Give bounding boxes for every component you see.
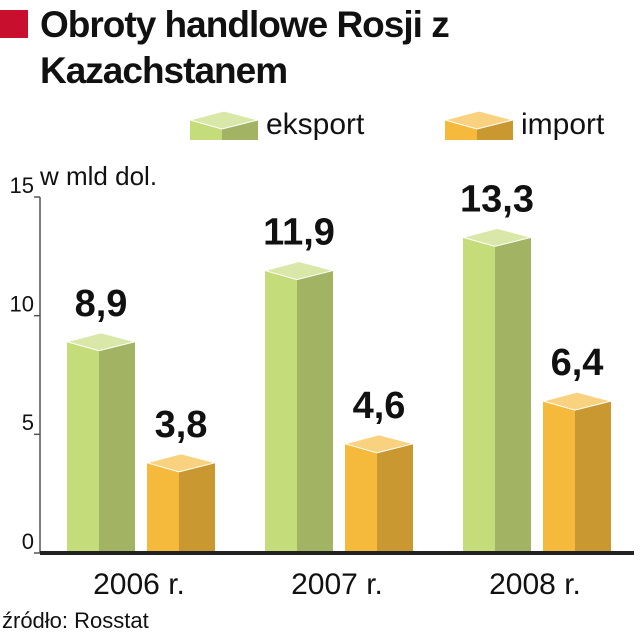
y-tick-label: 0: [22, 529, 34, 554]
bar: [265, 270, 297, 553]
legend-swatch-top: [443, 110, 514, 130]
bar-top: [65, 332, 136, 352]
bar-side: [495, 237, 531, 553]
x-tick-label: 2006 r.: [93, 568, 185, 601]
bar-side: [99, 341, 135, 553]
bar: [543, 401, 575, 553]
bar-side: [377, 443, 413, 553]
title-marker: [0, 10, 28, 38]
bar: [147, 462, 179, 553]
bar: [463, 237, 495, 553]
bar-top: [263, 261, 334, 281]
bar-top: [541, 391, 612, 411]
y-axis-label: w mld dol.: [39, 161, 157, 191]
bar: [345, 443, 377, 553]
value-label: 8,9: [75, 283, 128, 325]
value-label: 13,3: [460, 178, 534, 220]
value-label: 3,8: [155, 404, 208, 446]
value-label: 11,9: [263, 212, 335, 254]
bar-side: [575, 401, 611, 553]
bar: [67, 341, 99, 553]
chart-title: Obroty handlowe Rosji z Kazachstanem: [40, 4, 450, 91]
bar-side: [297, 270, 333, 553]
y-tick-label: 15: [10, 173, 34, 198]
bar-top: [343, 434, 414, 454]
bar-top: [145, 453, 216, 473]
legend-label: import: [521, 108, 605, 141]
bar-side: [179, 462, 215, 553]
legend-label: eksport: [266, 108, 365, 141]
value-label: 4,6: [353, 385, 406, 427]
bar-top: [461, 227, 532, 247]
y-tick-label: 5: [22, 410, 34, 435]
value-label: 6,4: [551, 342, 604, 384]
x-tick-label: 2008 r.: [489, 568, 581, 601]
x-tick-label: 2007 r.: [291, 568, 383, 601]
y-tick-label: 10: [10, 291, 34, 316]
legend-swatch-top: [188, 110, 259, 130]
source: źródło: Rosstat: [2, 608, 149, 633]
